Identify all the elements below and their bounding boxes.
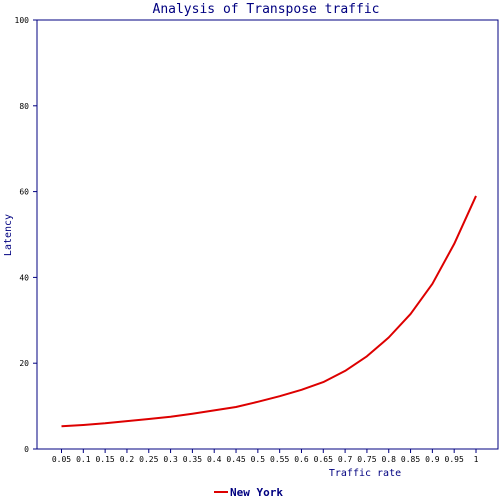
x-tick-label: 1 xyxy=(474,455,479,464)
x-tick-label: 0.25 xyxy=(139,455,158,464)
x-tick-label: 0.15 xyxy=(95,455,114,464)
x-tick-label: 0.2 xyxy=(120,455,135,464)
series-layer xyxy=(61,195,477,428)
x-tick-label: 0.1 xyxy=(76,455,91,464)
plot-area-frame xyxy=(36,19,499,450)
x-tick-label: 0.75 xyxy=(357,455,376,464)
y-tick-label: 40 xyxy=(19,273,29,282)
y-tick-label: 100 xyxy=(15,16,30,25)
x-tick-label: 0.3 xyxy=(163,455,178,464)
x-tick-label: 0.9 xyxy=(425,455,440,464)
x-tick-label: 0.55 xyxy=(270,455,289,464)
legend-label-new-york: New York xyxy=(230,486,283,499)
y-tick-label: 60 xyxy=(19,188,29,197)
x-tick-label: 0.45 xyxy=(226,455,245,464)
y-tick-label: 80 xyxy=(19,102,29,111)
y-axis-label: Latency xyxy=(3,214,14,256)
x-tick-label: 0.95 xyxy=(445,455,464,464)
y-tick-label: 20 xyxy=(19,359,29,368)
x-tick-label: 0.85 xyxy=(401,455,420,464)
x-tick-label: 0.6 xyxy=(294,455,309,464)
y-axis: 0 20 40 60 80 100 xyxy=(15,16,37,454)
x-tick-label: 0.8 xyxy=(382,455,397,464)
x-tick-label: 0.5 xyxy=(251,455,266,464)
x-axis: 0.05 0.1 0.15 0.2 0.25 0.3 0.35 0.4 0.45 0.5 0.55 0… xyxy=(52,449,479,464)
x-axis-label: Traffic rate xyxy=(329,468,401,479)
x-tick-label: 0.65 xyxy=(314,455,333,464)
x-tick-label: 0.4 xyxy=(207,455,222,464)
x-tick-label: 0.35 xyxy=(183,455,202,464)
series-line-new-york xyxy=(61,195,477,428)
legend: New York xyxy=(214,486,283,499)
x-tick-label: 0.05 xyxy=(52,455,71,464)
chart-title: Analysis of Transpose traffic xyxy=(153,2,380,17)
x-tick-label: 0.7 xyxy=(338,455,353,464)
y-tick-label: 0 xyxy=(24,445,29,454)
